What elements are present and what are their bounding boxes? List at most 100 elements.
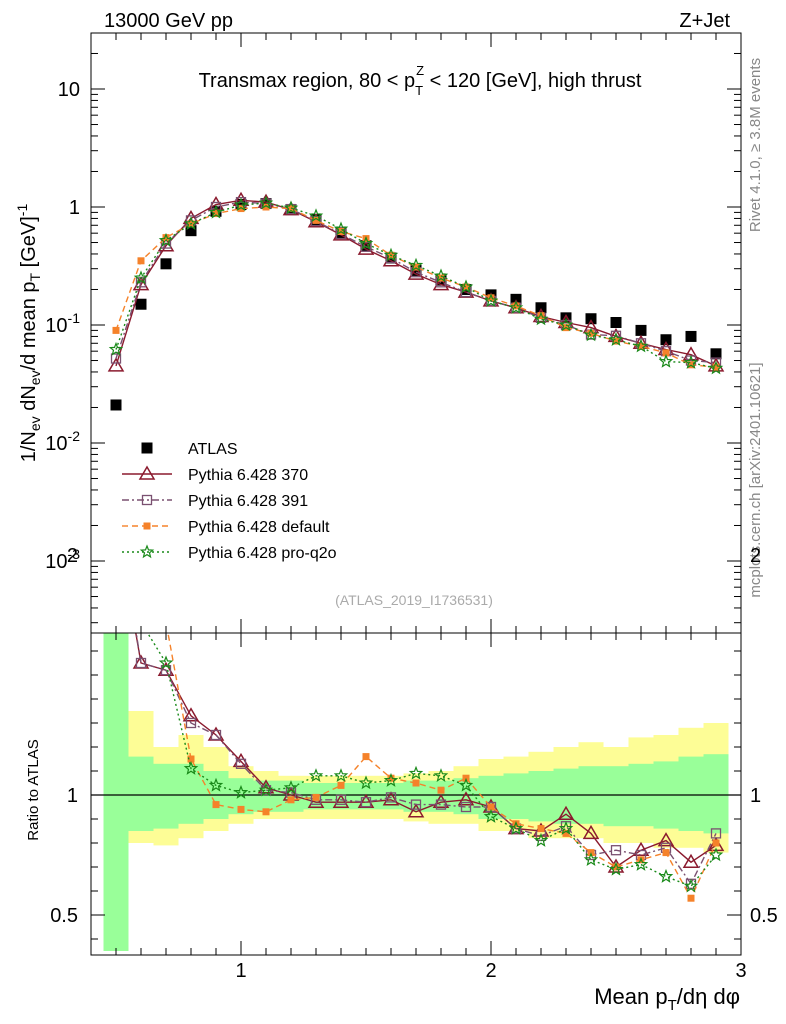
ratio-point bbox=[262, 808, 270, 816]
mcplots-label: mcplots.cern.ch [arXiv:2401.10621] bbox=[747, 362, 764, 597]
ratio-point bbox=[537, 825, 545, 833]
data-point bbox=[660, 334, 672, 346]
band-green bbox=[103, 633, 129, 951]
data-point bbox=[612, 337, 620, 345]
data-point bbox=[308, 208, 324, 223]
data-point bbox=[358, 235, 374, 250]
data-point bbox=[633, 338, 649, 353]
legend-marker bbox=[139, 544, 155, 559]
legend-marker bbox=[141, 494, 153, 506]
legend-label: Pythia 6.428 pro-q2o bbox=[188, 545, 337, 562]
main-axes: 10-3 10-2 10-1 1 10 bbox=[45, 33, 741, 633]
ratio-point bbox=[610, 845, 622, 856]
ratio-point bbox=[182, 707, 200, 722]
data-point bbox=[135, 298, 147, 310]
legend-entry: Pythia 6.428 default bbox=[122, 519, 330, 536]
data-point bbox=[110, 399, 122, 411]
ratio-point bbox=[135, 657, 147, 669]
ratio-point bbox=[483, 808, 499, 823]
legend: ATLAS Pythia 6.428 370 Pythia 6.428 391 Pyt… bbox=[122, 441, 337, 562]
ratio-point bbox=[582, 824, 600, 840]
ratio-point bbox=[208, 777, 224, 792]
ratio-point bbox=[458, 777, 474, 792]
data-point bbox=[208, 204, 224, 219]
data-point bbox=[333, 221, 349, 236]
ratio-point bbox=[658, 868, 674, 883]
ratio-point bbox=[233, 784, 249, 799]
ratio-point bbox=[235, 758, 247, 769]
band-green bbox=[703, 754, 729, 834]
ratio-point bbox=[408, 765, 424, 780]
data-point bbox=[608, 332, 624, 346]
y-axis-label: 1/Nev dNev/d mean pT [GeV]-1 bbox=[14, 204, 43, 463]
y-tick-label: 10-2 bbox=[45, 428, 80, 455]
data-point bbox=[162, 234, 170, 242]
ratio-point bbox=[633, 856, 649, 871]
ratio-point bbox=[308, 768, 324, 783]
rivet-version-label: Rivet 4.1.0, ≥ 3.8M events bbox=[747, 58, 764, 232]
ratio-point bbox=[612, 863, 620, 871]
data-point bbox=[635, 324, 647, 336]
x-axis-label: Mean pT/dη dφ bbox=[594, 984, 740, 1014]
ratio-point bbox=[687, 894, 695, 902]
data-point bbox=[585, 313, 597, 325]
band-green bbox=[553, 768, 579, 824]
ratio-point bbox=[657, 832, 675, 847]
x-tick-label: 3 bbox=[735, 960, 746, 982]
data-point bbox=[433, 268, 449, 283]
data-point bbox=[483, 293, 499, 308]
data-point bbox=[110, 353, 122, 364]
legend-marker bbox=[141, 442, 153, 454]
main-marks bbox=[107, 191, 725, 411]
band-green bbox=[678, 756, 704, 831]
data-point bbox=[137, 257, 145, 265]
data-point bbox=[158, 232, 174, 247]
ratio-point bbox=[212, 801, 220, 809]
ratio-panel: 0.5 0.5 1 1 2 2 1 2 3 bbox=[50, 545, 778, 982]
ratio-point bbox=[332, 793, 350, 808]
data-point bbox=[682, 346, 700, 361]
ratio-point bbox=[632, 841, 650, 856]
data-point bbox=[107, 357, 125, 372]
x-tick-label: 2 bbox=[485, 960, 496, 982]
ratio-point bbox=[333, 768, 349, 783]
ratio-point bbox=[210, 729, 222, 741]
data-point bbox=[683, 354, 699, 369]
y-tick-label: 10-1 bbox=[45, 310, 80, 337]
ratio-y-tick-label: 0.5 bbox=[50, 905, 78, 927]
ratio-point bbox=[487, 803, 495, 811]
ratio-line bbox=[135, 633, 717, 886]
legend-label: Pythia 6.428 370 bbox=[188, 467, 308, 484]
ratio-point bbox=[558, 820, 574, 835]
data-point bbox=[237, 205, 245, 213]
ratio-point bbox=[662, 849, 670, 857]
data-point bbox=[133, 270, 149, 285]
ratio-y-tick-label-right: 0.5 bbox=[750, 905, 778, 927]
header-process-label: Z+Jet bbox=[679, 10, 730, 32]
ratio-point bbox=[158, 655, 174, 670]
ratio-point bbox=[508, 820, 524, 835]
data-point bbox=[212, 210, 220, 218]
data-point bbox=[312, 216, 320, 224]
data-point bbox=[207, 196, 225, 211]
data-point bbox=[535, 302, 547, 314]
y-tick-label: 10 bbox=[58, 79, 80, 101]
data-point bbox=[185, 225, 197, 237]
x-tick-label: 1 bbox=[235, 960, 246, 982]
ratio-point bbox=[187, 755, 195, 763]
data-point bbox=[112, 326, 120, 334]
data-point bbox=[537, 312, 545, 320]
data-point bbox=[583, 327, 599, 342]
ratio-point bbox=[608, 861, 624, 876]
ratio-point bbox=[557, 805, 575, 820]
ratio-point bbox=[432, 793, 450, 808]
data-point bbox=[512, 302, 520, 310]
ratio-point bbox=[708, 847, 724, 862]
data-point bbox=[235, 198, 247, 210]
data-point bbox=[183, 216, 199, 231]
ratio-uncertainty-bands bbox=[103, 633, 729, 951]
ratio-line bbox=[146, 633, 717, 888]
ratio-series-pythia-6-428-pro-q2o bbox=[146, 633, 724, 893]
data-point bbox=[233, 197, 249, 212]
